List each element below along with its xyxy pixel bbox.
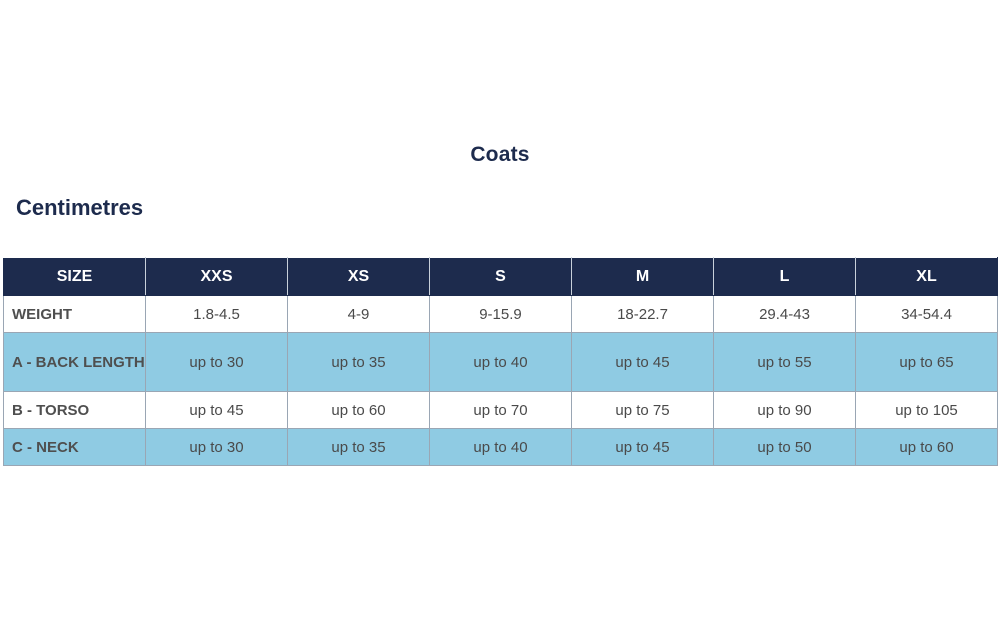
table-header-row: SIZE XXS XS S M L XL (3, 257, 998, 296)
table-cell: 9-15.9 (429, 295, 572, 333)
table-cell: up to 30 (145, 428, 288, 466)
row-label: C - NECK (3, 428, 146, 466)
table-cell: up to 60 (855, 428, 998, 466)
table-cell: up to 55 (713, 332, 856, 392)
header-s: S (429, 257, 572, 296)
table-cell: 29.4-43 (713, 295, 856, 333)
header-l: L (713, 257, 856, 296)
table-cell: up to 105 (855, 391, 998, 429)
table-cell: up to 70 (429, 391, 572, 429)
table-row-torso: B - TORSO up to 45 up to 60 up to 70 up … (3, 391, 998, 429)
table-cell: up to 30 (145, 332, 288, 392)
table-row-weight: WEIGHT 1.8-4.5 4-9 9-15.9 18-22.7 29.4-4… (3, 295, 998, 333)
table-cell: up to 35 (287, 332, 430, 392)
size-chart-table: SIZE XXS XS S M L XL WEIGHT 1.8-4.5 4-9 … (3, 257, 998, 466)
table-cell: up to 90 (713, 391, 856, 429)
table-row-back-length: A - BACK LENGTH up to 30 up to 35 up to … (3, 332, 998, 392)
header-m: M (571, 257, 714, 296)
table-row-neck: C - NECK up to 30 up to 35 up to 40 up t… (3, 428, 998, 466)
header-size: SIZE (3, 257, 146, 296)
table-cell: up to 45 (145, 391, 288, 429)
table-cell: up to 40 (429, 428, 572, 466)
table-cell: 34-54.4 (855, 295, 998, 333)
unit-heading: Centimetres (16, 195, 144, 220)
row-label: WEIGHT (3, 295, 146, 333)
table-cell: up to 50 (713, 428, 856, 466)
table-cell: up to 75 (571, 391, 714, 429)
table-cell: up to 60 (287, 391, 430, 429)
table-cell: 18-22.7 (571, 295, 714, 333)
table-cell: 4-9 (287, 295, 430, 333)
table-cell: up to 45 (571, 332, 714, 392)
table-cell: up to 45 (571, 428, 714, 466)
header-xxs: XXS (145, 257, 288, 296)
table-cell: 1.8-4.5 (145, 295, 288, 333)
table-cell: up to 40 (429, 332, 572, 392)
page-title: Coats (470, 143, 530, 166)
header-xl: XL (855, 257, 998, 296)
table-cell: up to 35 (287, 428, 430, 466)
table-cell: up to 65 (855, 332, 998, 392)
row-label: B - TORSO (3, 391, 146, 429)
header-xs: XS (287, 257, 430, 296)
row-label: A - BACK LENGTH (3, 332, 146, 392)
